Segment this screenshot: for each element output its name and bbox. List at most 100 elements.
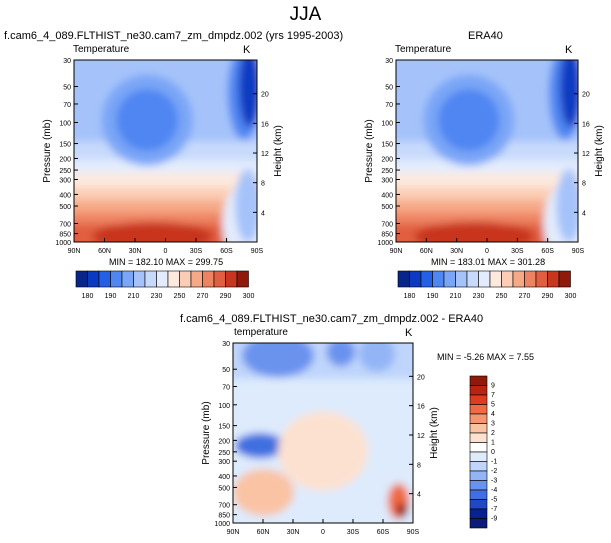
colorbar-swatch — [443, 270, 456, 288]
x-tick-label: 0 — [164, 248, 168, 255]
diff-colorbar-swatch — [469, 489, 488, 500]
colorbar-swatch — [87, 270, 100, 288]
panel2-field — [396, 60, 578, 242]
x-tick-label: 90S — [251, 248, 264, 255]
y-tick-label: 500 — [381, 204, 393, 211]
field-band — [74, 187, 257, 201]
panel2-title: ERA40 — [468, 30, 503, 42]
diff-colorbar-swatch — [469, 499, 488, 510]
colorbar-swatch — [455, 270, 468, 288]
panel3-stats: MIN = -5.26 MAX = 7.55 — [437, 352, 535, 362]
colorbar-swatch — [75, 270, 88, 288]
x-tick-label: 60N — [420, 248, 433, 255]
y-tick-label: 30 — [385, 58, 393, 65]
diff-colorbar-swatch — [469, 432, 488, 443]
colorbar-label: 180 — [404, 293, 416, 300]
colorbar-swatch — [524, 270, 537, 288]
colorbar-label: 250 — [174, 293, 186, 300]
field-band — [396, 212, 578, 224]
diff-colorbar-label: 1 — [491, 440, 495, 447]
x-tick-label: 60N — [98, 248, 111, 255]
colorbar-swatch — [512, 270, 525, 288]
diff-colorbar-label: -3 — [491, 478, 497, 485]
y-tick-label: 70 — [63, 102, 71, 109]
y-tick-label: 150 — [381, 142, 393, 149]
panel3-field — [233, 343, 413, 523]
x-tick-label: 0 — [321, 529, 325, 536]
x-tick-label: 30N — [287, 529, 300, 536]
colorbar-swatch — [144, 270, 157, 288]
y-tick-label: 250 — [59, 168, 71, 175]
panel2-field-shading — [396, 60, 578, 242]
y-tick-label: 300 — [59, 178, 71, 185]
diff-positive-region — [278, 411, 368, 491]
diff-colorbar-swatch — [469, 470, 488, 481]
x-tick-label: 30S — [511, 248, 524, 255]
y2-tick-label: 12 — [417, 433, 425, 440]
panel2-left-label: Temperature — [395, 44, 452, 55]
colorbar-swatch — [133, 270, 146, 288]
y-tick-label: 50 — [222, 367, 230, 374]
y2-axis-label: Height (km) — [429, 407, 440, 459]
colorbar-swatch — [535, 270, 548, 288]
field-band — [396, 187, 578, 201]
colorbar-swatch — [397, 270, 410, 288]
diff-colorbar-swatch — [469, 394, 488, 405]
x-tick-label: 60S — [220, 248, 233, 255]
y-tick-label: 250 — [381, 168, 393, 175]
colorbar-swatch — [432, 270, 445, 288]
panel2-stats: MIN = 183.01 MAX = 301.28 — [431, 257, 546, 267]
colorbar-swatch — [213, 270, 226, 288]
x-tick-label: 90S — [572, 248, 585, 255]
diff-colorbar-swatch — [469, 413, 488, 424]
colorbar-swatch — [466, 270, 479, 288]
colorbar-label: 300 — [243, 293, 255, 300]
y-tick-label: 100 — [59, 120, 71, 127]
x-tick-label: 90N — [68, 248, 81, 255]
panel1-field-shading — [74, 60, 257, 242]
y2-tick-label: 16 — [261, 121, 269, 128]
y-tick-label: 500 — [218, 485, 230, 492]
colorbar-label: 290 — [542, 293, 554, 300]
diff-negative-region — [234, 433, 286, 459]
diff-colorbar-label: 2 — [491, 430, 495, 437]
page-title: JJA — [289, 4, 322, 25]
y-tick-label: 200 — [381, 156, 393, 163]
y-tick-label: 50 — [63, 85, 71, 92]
panel3-title: f.cam6_4_089.FLTHIST_ne30.cam7_zm_dmpdz.… — [180, 313, 484, 325]
y2-tick-label: 8 — [582, 181, 586, 188]
field-stratosphere-cold — [116, 89, 179, 151]
diff-colorbar-label: -5 — [491, 497, 497, 504]
diff-colorbar-label: 7 — [491, 392, 495, 399]
colorbar-swatch — [547, 270, 560, 288]
y-tick-label: 200 — [218, 438, 230, 445]
colorbar-label: 290 — [220, 293, 232, 300]
diff-colorbar-swatch — [469, 480, 488, 491]
y-tick-label: 850 — [59, 232, 71, 239]
colorbar-swatch — [167, 270, 180, 288]
y-tick-label: 1000 — [214, 521, 230, 528]
colorbar-swatch — [110, 270, 123, 288]
y-tick-label: 700 — [381, 221, 393, 228]
y2-tick-label: 12 — [582, 151, 590, 158]
y2-tick-label: 20 — [261, 92, 269, 99]
x-tick-label: 90N — [227, 529, 240, 536]
field-band — [74, 212, 257, 224]
x-tick-label: 60S — [377, 529, 390, 536]
colorbar-swatch — [558, 270, 571, 288]
y-tick-label: 1000 — [377, 240, 393, 247]
diff-colorbar-label: -2 — [491, 468, 497, 475]
y2-tick-label: 16 — [582, 121, 590, 128]
y2-axis-label: Height (km) — [273, 125, 284, 177]
y-tick-label: 300 — [381, 178, 393, 185]
field-band — [74, 200, 257, 213]
colorbar-label: 190 — [427, 293, 439, 300]
field-polar-cold-column — [556, 169, 578, 242]
panel1-left-label: Temperature — [73, 44, 130, 55]
panel3-field-shading — [233, 343, 413, 523]
x-tick-label: 90N — [390, 248, 403, 255]
y-tick-label: 400 — [218, 474, 230, 481]
panel2-right-label: K — [565, 44, 573, 56]
colorbar-swatch — [501, 270, 514, 288]
field-band — [74, 172, 257, 188]
